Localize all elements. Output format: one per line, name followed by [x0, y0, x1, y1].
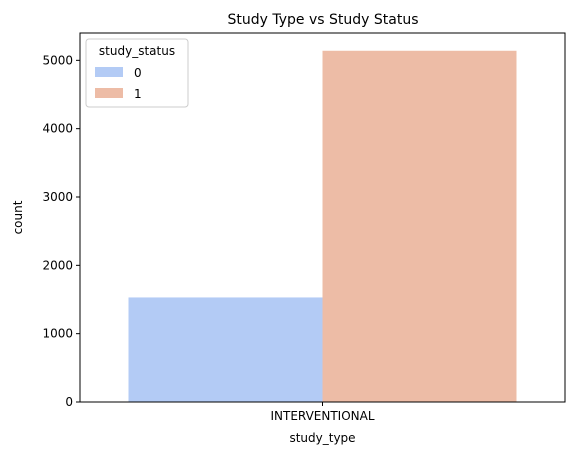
y-tick-label-1: 1000 — [42, 327, 73, 341]
y-tick-label-2: 2000 — [42, 258, 73, 272]
y-axis: 0 1000 2000 3000 4000 5000 — [42, 53, 80, 409]
y-axis-label: count — [11, 200, 25, 234]
x-tick-label-0: INTERVENTIONAL — [270, 409, 374, 423]
legend-label-0: 0 — [134, 66, 142, 80]
legend-swatch-1 — [95, 88, 123, 98]
y-tick-label-3: 3000 — [42, 190, 73, 204]
y-tick-label-5: 5000 — [42, 53, 73, 67]
bar-1-0 — [322, 50, 517, 403]
legend: study_status 0 1 — [85, 38, 189, 108]
legend-title: study_status — [99, 44, 175, 58]
y-tick-label-4: 4000 — [42, 122, 73, 136]
legend-swatch-0 — [95, 67, 123, 77]
x-axis-label: study_type — [289, 431, 355, 445]
bar-0-0 — [128, 297, 323, 402]
y-tick-label-0: 0 — [65, 395, 73, 409]
legend-label-1: 1 — [134, 87, 142, 101]
bars-group — [128, 50, 517, 403]
x-axis: INTERVENTIONAL — [270, 402, 375, 423]
chart-title: Study Type vs Study Status — [228, 12, 419, 28]
